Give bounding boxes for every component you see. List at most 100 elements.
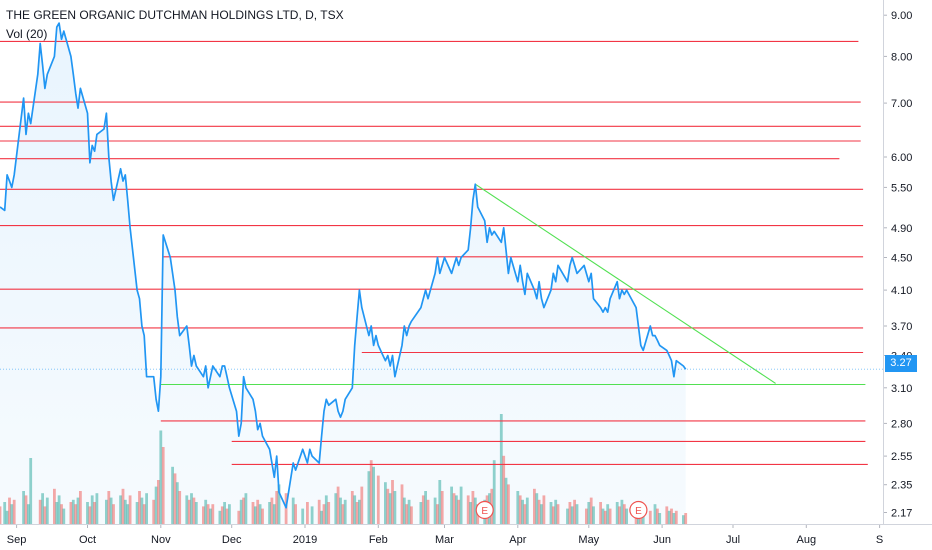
x-tick-label: Apr xyxy=(509,534,526,546)
volume-bar xyxy=(220,506,224,524)
volume-bar xyxy=(0,506,2,524)
volume-bar xyxy=(38,499,42,524)
volume-bar xyxy=(516,491,520,524)
volume-bar xyxy=(355,502,359,524)
volume-bar xyxy=(504,477,508,524)
volume-bar xyxy=(670,508,673,524)
volume-bar xyxy=(244,493,248,524)
volume-bar xyxy=(419,502,423,524)
volume-bar xyxy=(86,502,89,524)
volume-bar xyxy=(658,513,662,524)
volume-bar xyxy=(126,504,130,524)
volume-bar xyxy=(202,506,205,524)
volume-bar xyxy=(277,484,281,524)
volume-bar xyxy=(684,513,688,524)
current-price-tag: 3.27 xyxy=(885,355,917,372)
volume-bar xyxy=(653,504,657,524)
volume-bar xyxy=(206,504,210,524)
volume-bar xyxy=(667,510,671,524)
volume-bar xyxy=(76,497,80,524)
volume-bar xyxy=(324,495,328,524)
volume-bar xyxy=(665,506,669,524)
volume-bar xyxy=(473,497,477,524)
volume-bar xyxy=(211,504,215,524)
volume-bar xyxy=(225,508,229,524)
volume-bar xyxy=(310,506,314,524)
volume-bar xyxy=(159,430,163,524)
volume-bar xyxy=(93,502,96,524)
x-tick-label: Feb xyxy=(369,534,388,546)
volume-bar xyxy=(492,460,496,524)
volume-bar xyxy=(533,488,536,524)
volume-bar xyxy=(218,510,222,524)
volume-bar xyxy=(391,480,394,524)
volume-bar xyxy=(187,499,191,524)
volume-bar xyxy=(386,488,390,524)
volume-bar xyxy=(105,499,108,524)
volume-bar xyxy=(339,497,342,524)
volume-bar xyxy=(29,458,33,524)
x-tick-label: Mar xyxy=(435,534,454,546)
y-tick-label: 7.00 xyxy=(891,98,912,110)
volume-bar xyxy=(284,493,288,524)
volume-bar xyxy=(154,486,158,524)
volume-bar xyxy=(566,508,569,524)
volume-bar xyxy=(471,491,475,524)
volume-bar xyxy=(69,502,73,524)
volume-bar xyxy=(672,513,676,524)
volume-bar xyxy=(592,506,595,524)
volume-bar xyxy=(190,493,193,524)
x-tick-label: Sep xyxy=(7,534,27,546)
volume-bar xyxy=(320,510,323,524)
x-tick-label: Jul xyxy=(726,534,740,546)
volume-bar xyxy=(8,497,11,524)
volume-bar xyxy=(499,414,503,524)
volume-bar xyxy=(350,491,354,524)
volume-bar xyxy=(57,495,61,524)
y-tick-label: 2.17 xyxy=(891,508,912,520)
volume-bar xyxy=(268,502,271,524)
volume-bar xyxy=(585,508,588,524)
volume-bar xyxy=(341,504,345,524)
volume-bar xyxy=(43,506,47,524)
volume-bar xyxy=(436,504,439,524)
volume-bar xyxy=(60,504,63,524)
y-tick-label: 2.55 xyxy=(891,451,912,463)
volume-bar xyxy=(388,493,392,524)
volume-bar xyxy=(256,499,260,524)
volume-bar xyxy=(185,495,189,524)
x-tick-label: Dec xyxy=(222,534,242,546)
volume-bar xyxy=(45,497,49,524)
volume-bar xyxy=(551,506,555,524)
volume-bar xyxy=(648,510,652,524)
volume-bar xyxy=(603,510,607,524)
volume-bar xyxy=(192,497,196,524)
price-line xyxy=(0,22,687,509)
volume-bar xyxy=(521,499,524,524)
volume-bar xyxy=(62,508,66,524)
chart-title: THE GREEN ORGANIC DUTCHMAN HOLDINGS LTD,… xyxy=(6,8,344,22)
volume-bar xyxy=(469,502,472,524)
volume-bar xyxy=(327,502,331,524)
volume-bar xyxy=(450,486,453,524)
y-tick-label: 4.90 xyxy=(891,223,912,235)
volume-bar xyxy=(301,508,305,524)
volume-bar xyxy=(27,504,30,524)
volume-bar xyxy=(79,491,82,524)
volume-bar xyxy=(90,495,94,524)
volume-bar xyxy=(171,466,174,524)
y-tick-label: 3.70 xyxy=(891,321,912,333)
volume-bar xyxy=(161,447,165,524)
volume-bar xyxy=(525,497,529,524)
volume-bar xyxy=(123,499,127,524)
volume-bar xyxy=(175,482,179,524)
volume-bar xyxy=(358,499,361,524)
price-axis-divider xyxy=(883,0,884,524)
volume-bar xyxy=(554,499,558,524)
volume-bar xyxy=(294,504,297,524)
volume-bar xyxy=(407,499,411,524)
earnings-marker xyxy=(629,500,648,520)
volume-bar xyxy=(258,504,262,524)
volume-bar xyxy=(5,510,9,524)
